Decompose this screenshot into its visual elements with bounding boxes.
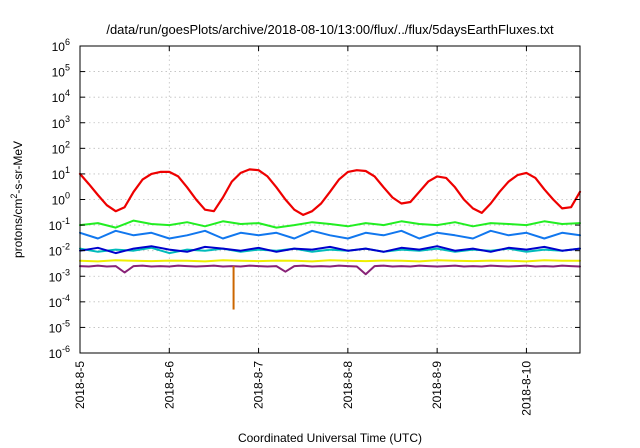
y-tick-label: 10-1 <box>49 216 70 233</box>
y-axis-label: protons/cm2-s-sr-MeV <box>9 141 25 258</box>
series-line-2 <box>79 219 581 229</box>
series-line-5 <box>79 245 581 255</box>
y-tick-label: 10-6 <box>49 344 70 361</box>
y-axis-label-rest: -s-sr-MeV <box>11 141 25 194</box>
series-line-3 <box>79 229 581 240</box>
chart-title: /data/run/goesPlots/archive/2018-08-10/1… <box>106 22 554 37</box>
series-line-7 <box>79 264 581 276</box>
x-tick-label: 2018-8-6 <box>162 361 176 409</box>
y-tick-label: 104 <box>52 88 70 105</box>
y-tick-label: 101 <box>52 165 70 182</box>
series-line-6 <box>79 259 581 263</box>
y-tick-label: 10-4 <box>49 293 70 310</box>
plot-frame <box>79 45 581 354</box>
y-tick-label: 10-3 <box>49 267 70 284</box>
x-tick-label: 2018-8-9 <box>430 361 444 409</box>
x-axis-label: Coordinated Universal Time (UTC) <box>238 431 422 445</box>
y-tick-label: 102 <box>52 139 70 156</box>
y-tick-label: 105 <box>52 63 70 80</box>
x-tick-label: 2018-8-7 <box>252 361 266 409</box>
y-tick-label: 106 <box>52 37 70 54</box>
y-tick-label: 103 <box>52 114 70 131</box>
y-tick-label: 10-2 <box>49 242 70 259</box>
x-tick-label: 2018-8-5 <box>73 361 87 409</box>
x-tick-label: 2018-8-10 <box>519 361 533 416</box>
y-axis-label-sup: 2 <box>9 194 19 199</box>
y-tick-label: 100 <box>52 191 70 208</box>
series-line-1 <box>78 168 582 216</box>
x-axis: 2018-8-5 2018-8-6 2018-8-7 2018-8-8 2018-8-9… <box>73 46 533 416</box>
x-tick-label: 2018-8-8 <box>341 361 355 409</box>
y-axis-label-main: protons/cm <box>11 199 25 258</box>
grid <box>80 46 580 353</box>
y-axis: 10-6 10-5 10-4 10-3 10-2 10-1 100 101 102 103 104 1… <box>49 37 580 361</box>
y-tick-label: 10-5 <box>49 318 70 335</box>
series-layer <box>78 168 582 276</box>
